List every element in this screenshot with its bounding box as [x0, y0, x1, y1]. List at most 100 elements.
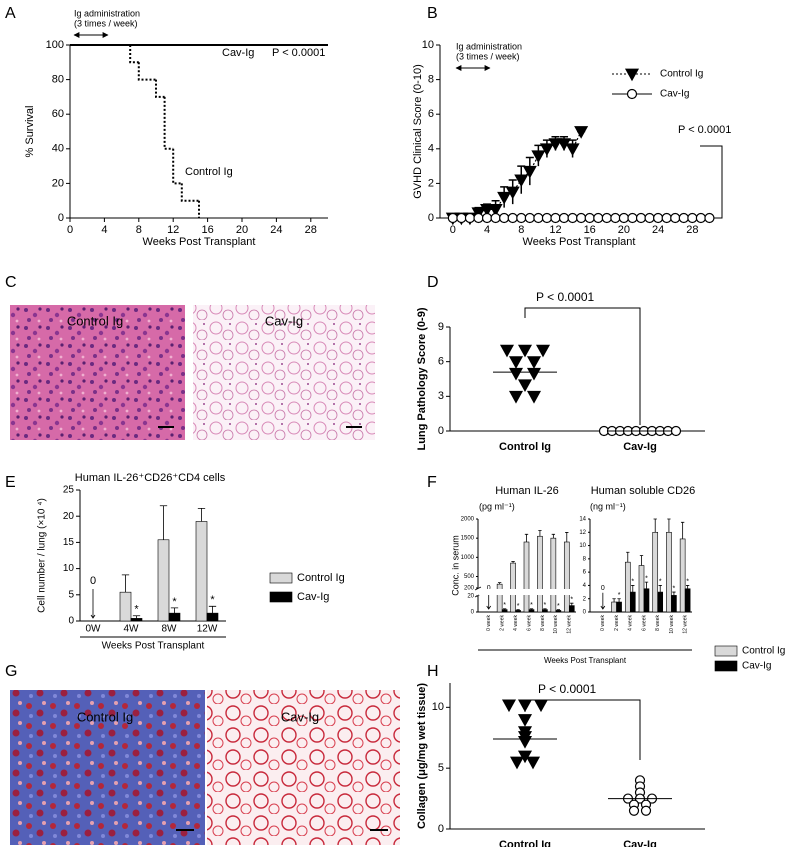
annotation: Ig administration — [74, 8, 140, 18]
y-tick-label: 2 — [428, 177, 434, 189]
significance-bracket — [524, 307, 641, 425]
legend-label: Cav-Ig — [660, 89, 689, 100]
y-tick-label: 3 — [438, 390, 444, 402]
x-tick-label: 28 — [686, 224, 698, 236]
error-bar — [685, 585, 690, 589]
x-tick-label: 12 week — [567, 615, 573, 634]
y-tick-label: 5 — [438, 762, 444, 774]
circle-marker — [628, 805, 640, 816]
error-bar — [511, 561, 515, 564]
zero-label: 0 — [487, 585, 491, 592]
error-bar — [502, 608, 507, 610]
histology-image — [10, 690, 205, 845]
error-bar — [653, 518, 657, 533]
histology-image — [10, 305, 185, 440]
bar — [510, 562, 516, 613]
scale-bar — [346, 426, 362, 428]
y-tick-label: 200 — [464, 586, 475, 592]
y-tick-label: 80 — [52, 74, 64, 86]
circle-marker — [661, 212, 672, 224]
circle-marker — [576, 212, 587, 224]
x-tick-label: 2 week — [499, 615, 505, 631]
series-label: Cav-Ig — [222, 47, 254, 59]
x-tick-label: 4 week — [513, 615, 519, 631]
significance-mark: * — [172, 596, 177, 608]
bar — [643, 588, 650, 613]
y-tick-label: 10 — [422, 39, 434, 51]
triangle-marker — [517, 344, 533, 358]
panel-letter: F — [427, 474, 437, 491]
x-axis-label: Weeks Post Transplant — [143, 236, 256, 248]
y-tick-label: 4 — [583, 583, 587, 589]
survival-step — [155, 79, 165, 98]
bar — [671, 595, 677, 613]
legend-label: Control Ig — [297, 572, 345, 584]
circle-marker — [447, 212, 458, 224]
x-tick-label: 12 — [167, 224, 179, 236]
y-tick-label: 0 — [428, 212, 434, 224]
survival-step — [163, 96, 174, 150]
y-tick-label: 0 — [438, 823, 444, 835]
bar — [611, 601, 617, 613]
x-tick-label: 0 week — [486, 615, 492, 631]
circle-marker — [473, 212, 484, 224]
x-tick-label: 12 week — [682, 615, 688, 634]
error-bar — [680, 521, 685, 539]
triangle-marker — [480, 203, 495, 217]
scale-bar — [176, 829, 194, 831]
error-bar — [197, 507, 206, 522]
bar — [157, 539, 170, 622]
circle-marker — [550, 212, 561, 224]
bar — [616, 601, 622, 613]
panel-letter: A — [5, 5, 16, 22]
legend-swatch — [269, 572, 293, 584]
legend-swatch — [269, 591, 293, 603]
histology-image — [207, 690, 400, 845]
bar — [638, 565, 645, 613]
zero-arrow — [90, 589, 96, 619]
bar — [624, 561, 631, 613]
significance-mark: * — [673, 585, 676, 592]
x-tick-label: Control Ig — [499, 839, 551, 847]
annotation: Ig administration — [456, 41, 522, 51]
bar — [515, 610, 521, 613]
significance-mark: * — [557, 603, 560, 610]
y-axis-label: Conc. in serum — [450, 535, 460, 596]
significance-mark: * — [503, 602, 506, 609]
x-tick-label: 16 — [201, 224, 213, 236]
circle-marker — [653, 212, 664, 224]
triangle-marker — [501, 699, 517, 713]
triangle-marker — [565, 143, 580, 157]
zero-label: 0 — [90, 575, 96, 587]
y-tick-label: 100 — [46, 39, 64, 51]
bar — [130, 618, 143, 622]
circle-marker — [533, 212, 544, 224]
triangle-marker — [497, 191, 512, 205]
legend-swatch — [714, 645, 738, 657]
series-label: Control Ig — [185, 166, 233, 178]
axis-units: (pg ml⁻¹) — [479, 501, 515, 511]
x-tick-label: 0 — [450, 224, 456, 236]
bar — [652, 531, 659, 613]
triangle-marker — [517, 750, 533, 764]
error-bar — [497, 582, 502, 585]
y-tick-label: 10 — [432, 701, 444, 713]
y-tick-label: 0 — [438, 425, 444, 437]
y-tick-label: 14 — [579, 517, 586, 523]
triangle-marker — [517, 736, 533, 749]
circle-marker — [567, 212, 578, 224]
error-bar — [617, 598, 621, 603]
x-axis-label: Weeks Post Transplant — [544, 656, 627, 665]
x-tick-label: 28 — [305, 224, 317, 236]
x-tick-label: 8 week — [540, 615, 546, 631]
circle-marker — [678, 212, 689, 224]
significance-mark: * — [659, 579, 662, 586]
x-axis-label: Weeks Post Transplant — [102, 641, 205, 652]
annotation: (3 times / week) — [456, 51, 520, 61]
x-tick-label: 6 week — [641, 615, 647, 631]
y-tick-label: 2000 — [461, 517, 475, 523]
image-label: Control Ig — [67, 313, 123, 328]
y-tick-label: 0 — [68, 616, 74, 627]
x-tick-label: Cav-Ig — [623, 839, 657, 847]
